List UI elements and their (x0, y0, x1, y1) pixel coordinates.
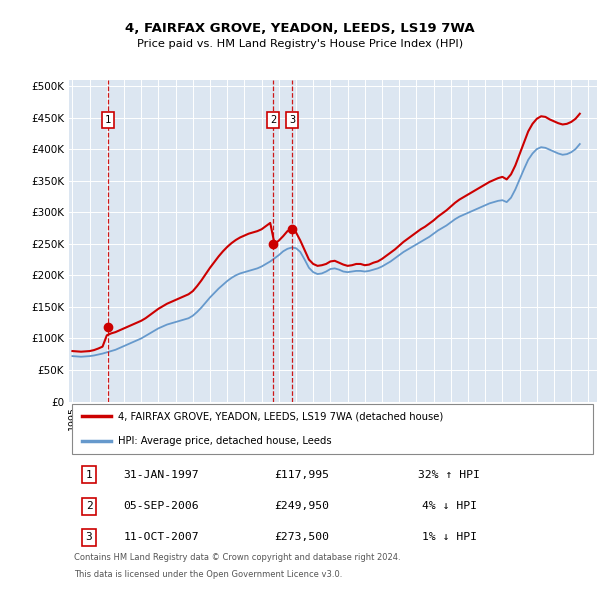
Text: 3: 3 (289, 115, 295, 125)
Text: 32% ↑ HPI: 32% ↑ HPI (418, 470, 480, 480)
Text: HPI: Average price, detached house, Leeds: HPI: Average price, detached house, Leed… (118, 436, 331, 446)
Text: £117,995: £117,995 (274, 470, 329, 480)
Text: 31-JAN-1997: 31-JAN-1997 (124, 470, 199, 480)
Text: This data is licensed under the Open Government Licence v3.0.: This data is licensed under the Open Gov… (74, 570, 343, 579)
Text: 1: 1 (86, 470, 92, 480)
Text: Price paid vs. HM Land Registry's House Price Index (HPI): Price paid vs. HM Land Registry's House … (137, 39, 463, 48)
Text: 4, FAIRFAX GROVE, YEADON, LEEDS, LS19 7WA: 4, FAIRFAX GROVE, YEADON, LEEDS, LS19 7W… (125, 22, 475, 35)
Text: Contains HM Land Registry data © Crown copyright and database right 2024.: Contains HM Land Registry data © Crown c… (74, 553, 401, 562)
Text: 4% ↓ HPI: 4% ↓ HPI (422, 501, 476, 511)
Text: £273,500: £273,500 (274, 532, 329, 542)
Text: 05-SEP-2006: 05-SEP-2006 (124, 501, 199, 511)
Text: 2: 2 (86, 501, 92, 511)
Text: £249,950: £249,950 (274, 501, 329, 511)
Text: 11-OCT-2007: 11-OCT-2007 (124, 532, 199, 542)
Text: 1: 1 (105, 115, 112, 125)
Text: 4, FAIRFAX GROVE, YEADON, LEEDS, LS19 7WA (detached house): 4, FAIRFAX GROVE, YEADON, LEEDS, LS19 7W… (118, 411, 443, 421)
Text: 1% ↓ HPI: 1% ↓ HPI (422, 532, 476, 542)
FancyBboxPatch shape (71, 404, 593, 454)
Text: 2: 2 (270, 115, 276, 125)
Text: 3: 3 (86, 532, 92, 542)
